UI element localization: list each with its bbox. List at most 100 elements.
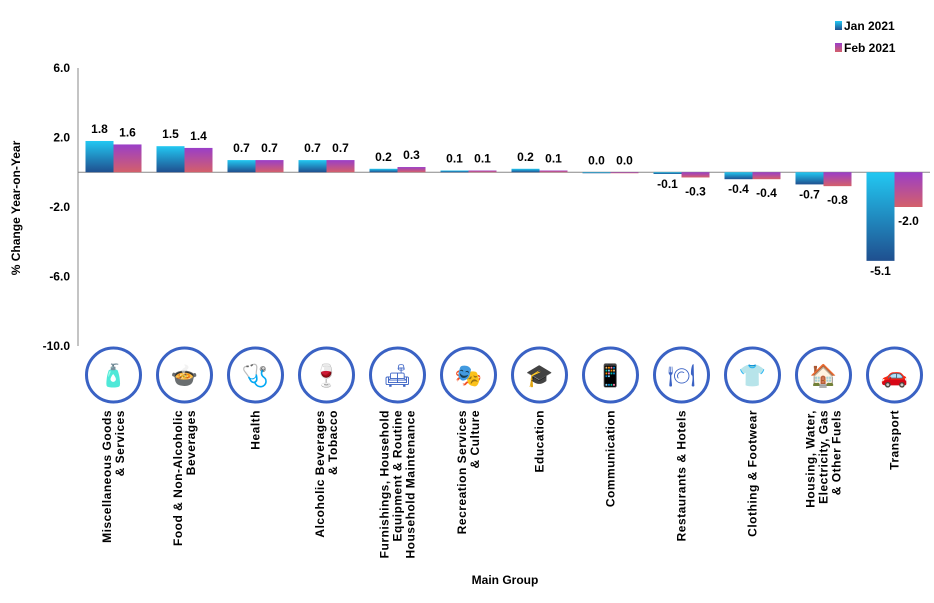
category-label: Recreation Services xyxy=(455,410,469,534)
x-axis-label: Main Group xyxy=(472,573,539,587)
legend-swatch-feb xyxy=(835,43,842,52)
y-tick-label: -2.0 xyxy=(49,200,70,214)
svg-text:👕: 👕 xyxy=(739,363,766,388)
data-label: 0.7 xyxy=(261,141,278,155)
svg-text:🍲: 🍲 xyxy=(171,363,198,388)
bar-feb xyxy=(113,144,142,173)
bar-feb xyxy=(255,160,284,173)
bar-jan xyxy=(653,172,682,174)
legend-swatch-jan xyxy=(835,21,842,30)
health-icon: 🩺 xyxy=(227,346,284,404)
restaurant-hotel-icon: 🍽 xyxy=(653,346,710,404)
category-label: Furnishings, Household xyxy=(378,410,392,558)
bar-feb xyxy=(752,172,781,180)
bar-feb xyxy=(326,160,355,173)
y-tick-label: 2.0 xyxy=(53,131,70,145)
data-label: -0.1 xyxy=(657,177,678,191)
svg-text:🚗: 🚗 xyxy=(881,363,908,388)
svg-text:🩺: 🩺 xyxy=(242,363,269,388)
data-label: -5.1 xyxy=(870,264,891,278)
legend-label-feb: Feb 2021 xyxy=(844,41,896,55)
misc-goods-icon: 🧴 xyxy=(85,346,142,404)
bar-jan xyxy=(156,146,185,173)
data-label: -0.4 xyxy=(756,186,777,200)
data-label: 0.1 xyxy=(474,152,491,166)
svg-text:🧴: 🧴 xyxy=(100,363,127,388)
y-tick-label: 6.0 xyxy=(53,61,70,75)
category-label: & Tobacco xyxy=(326,410,340,475)
bar-feb xyxy=(468,170,497,173)
bar-feb xyxy=(823,172,852,187)
svg-text:🏠: 🏠 xyxy=(810,363,837,388)
data-label: -0.8 xyxy=(827,193,848,207)
bar-feb xyxy=(184,147,213,173)
category-label: Restaurants & Hotels xyxy=(675,410,689,541)
data-label: -0.7 xyxy=(799,187,820,201)
bar-feb xyxy=(894,172,923,207)
category-label: & Services xyxy=(113,410,127,476)
category-label: & Other Fuels xyxy=(830,410,844,495)
legend: Jan 2021 Feb 2021 xyxy=(835,19,896,55)
y-tick-label: -10.0 xyxy=(43,339,71,353)
category-label: Communication xyxy=(604,410,618,507)
bar-jan xyxy=(227,160,256,173)
data-label: 1.8 xyxy=(91,122,108,136)
svg-text:🎓: 🎓 xyxy=(526,363,553,388)
bar-jan xyxy=(298,160,327,173)
data-label: 0.1 xyxy=(545,152,562,166)
data-label: 0.7 xyxy=(233,141,250,155)
category-label: Housing, Water, xyxy=(804,410,818,508)
alcohol-tobacco-icon: 🍷 xyxy=(298,346,355,404)
bar-jan xyxy=(440,170,469,173)
svg-text:🎭: 🎭 xyxy=(455,363,482,388)
data-label: 0.0 xyxy=(588,153,605,167)
data-label: 0.0 xyxy=(616,153,633,167)
bar-feb xyxy=(610,172,639,174)
furnishings-icon: 🛋 xyxy=(369,346,426,404)
bar-jan xyxy=(866,172,895,261)
data-label: -0.4 xyxy=(728,182,749,196)
data-label: 1.4 xyxy=(190,129,207,143)
clothing-icon: 👕 xyxy=(724,346,781,404)
bar-jan xyxy=(582,172,611,174)
data-label: 0.7 xyxy=(304,141,321,155)
bar-feb xyxy=(681,172,710,178)
data-label: -0.3 xyxy=(685,184,706,198)
category-label: Electricity, Gas xyxy=(817,410,831,504)
category-label: Food & Non-Alcoholic xyxy=(171,410,185,546)
bar-jan xyxy=(724,172,753,180)
data-label: 0.7 xyxy=(332,141,349,155)
svg-text:🍷: 🍷 xyxy=(313,363,340,388)
bar-jan xyxy=(85,140,114,173)
bar-jan xyxy=(369,168,398,173)
category-label: & Culture xyxy=(468,410,482,469)
category-label: Transport xyxy=(888,410,902,470)
category-label: Beverages xyxy=(184,410,198,475)
category-label: Education xyxy=(533,410,547,473)
y-axis-label: % Change Year-on-Year xyxy=(9,140,23,275)
y-tick-label: -6.0 xyxy=(49,270,70,284)
category-label: Clothing & Footwear xyxy=(746,410,760,537)
housing-icon: 🏠 xyxy=(795,346,852,404)
recreation-icon: 🎭 xyxy=(440,346,497,404)
data-label: -2.0 xyxy=(898,214,919,228)
data-label: 1.6 xyxy=(119,125,136,139)
category-label: Alcoholic Beverages xyxy=(313,410,327,538)
category-label: Equipment & Routine xyxy=(391,410,405,542)
svg-text:🛋: 🛋 xyxy=(384,363,412,388)
legend-label-jan: Jan 2021 xyxy=(844,19,895,33)
data-label: 1.5 xyxy=(162,127,179,141)
data-label: 0.1 xyxy=(446,152,463,166)
food-beverage-icon: 🍲 xyxy=(156,346,213,404)
education-icon: 🎓 xyxy=(511,346,568,404)
category-label: Health xyxy=(249,410,263,450)
data-label: 0.3 xyxy=(403,148,420,162)
transport-icon: 🚗 xyxy=(866,346,923,404)
bar-jan xyxy=(511,168,540,173)
category-label: Household Maintenance xyxy=(404,410,418,559)
svg-text:📱: 📱 xyxy=(597,363,624,388)
bar-jan xyxy=(795,172,824,185)
data-label: 0.2 xyxy=(517,150,534,164)
bar-feb xyxy=(397,167,426,173)
